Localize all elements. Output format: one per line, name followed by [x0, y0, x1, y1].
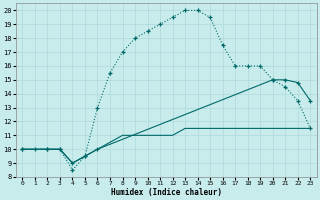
X-axis label: Humidex (Indice chaleur): Humidex (Indice chaleur): [111, 188, 222, 197]
